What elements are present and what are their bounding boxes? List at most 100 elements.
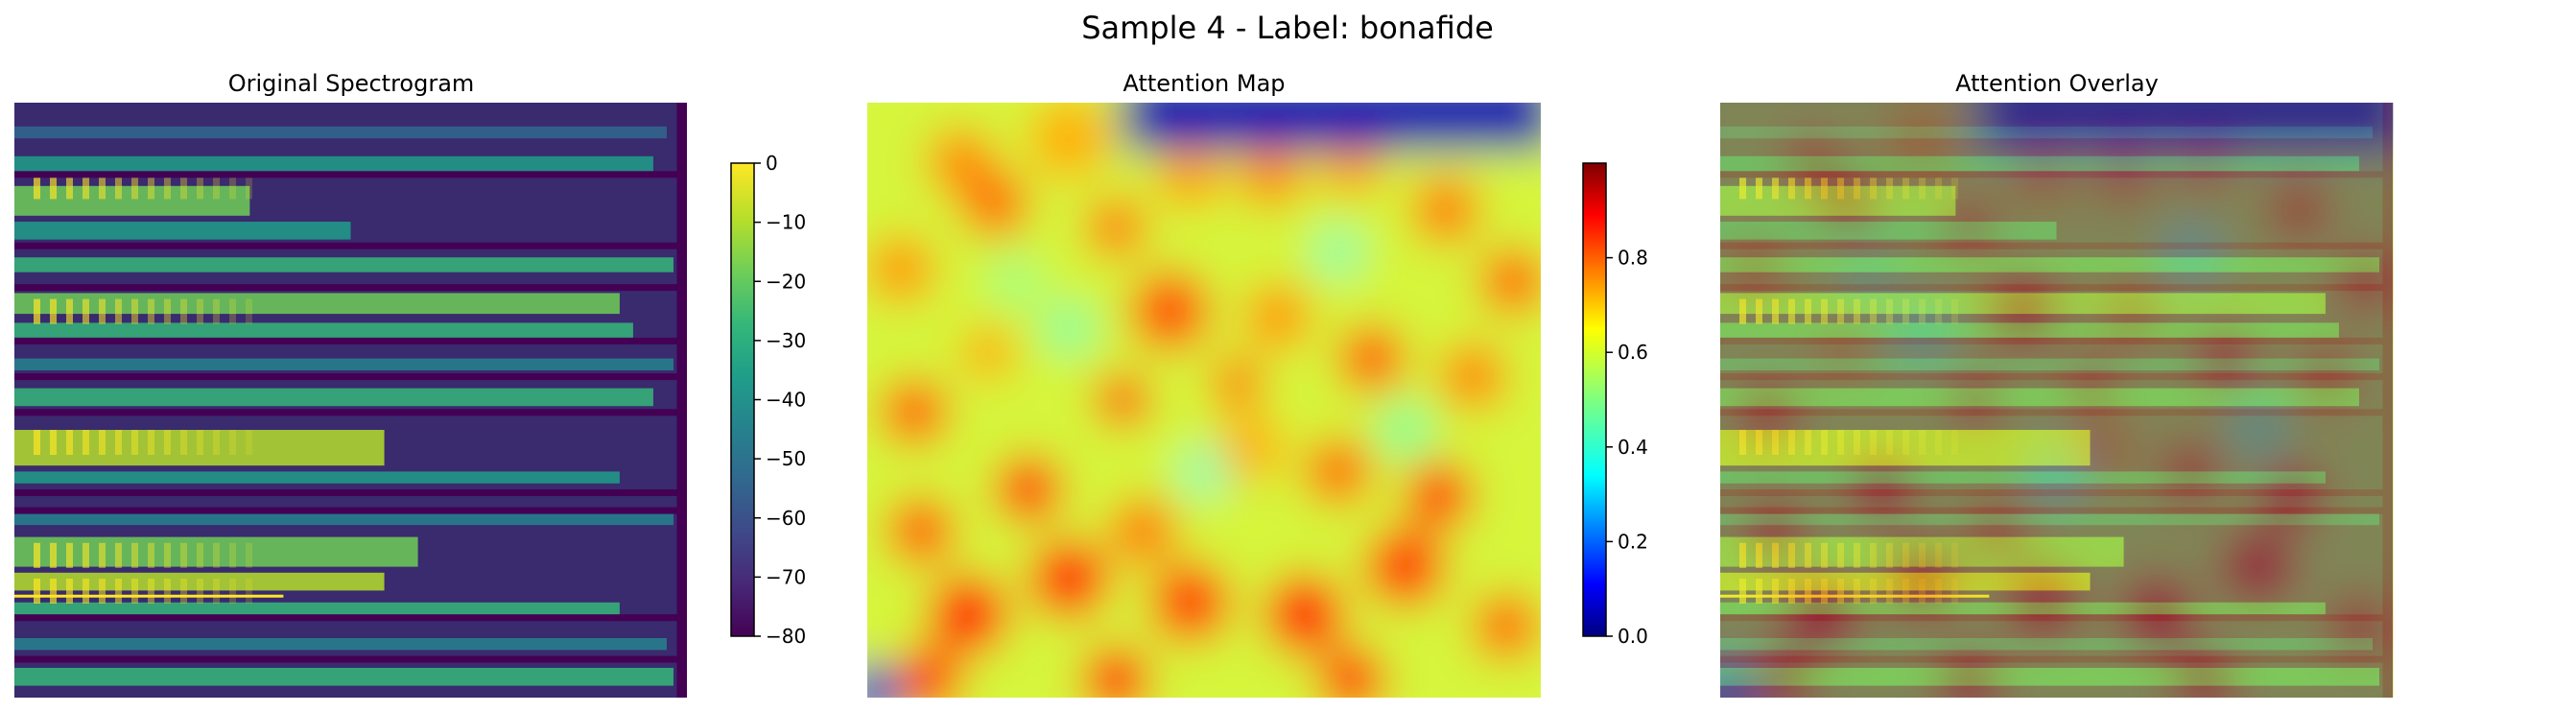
spectrogram-gap <box>14 242 687 249</box>
spectrogram-harmonic <box>131 579 138 604</box>
attention-blob <box>928 574 1009 655</box>
spectrogram-harmonic <box>83 430 89 455</box>
attention-blobs <box>867 103 1541 698</box>
attention-blob <box>988 253 1043 309</box>
spectrogram-harmonic <box>213 174 220 200</box>
spectrogram-title: Original Spectrogram <box>228 70 475 97</box>
attention-blob <box>1085 197 1146 258</box>
attention-blob <box>1841 253 1896 309</box>
spectrogram-gap <box>14 655 687 663</box>
attention-blob <box>1438 343 1506 411</box>
spectrogram-harmonic <box>213 430 220 455</box>
attention-blob <box>1311 224 1365 279</box>
attention-blob <box>867 235 935 303</box>
attention-blob <box>2264 176 2332 244</box>
attention-blob <box>1734 378 1802 446</box>
attention-colorbar-tick-label: 0.2 <box>1618 530 1648 553</box>
spectrogram-harmonic <box>50 174 57 200</box>
spectrogram-band <box>14 430 385 466</box>
spectrogram-harmonic <box>164 174 171 200</box>
attention-blob <box>2190 324 2258 392</box>
attention-blob <box>961 325 1016 380</box>
spectrogram-harmonic <box>115 542 122 568</box>
spectrogram-band <box>14 322 633 338</box>
spectrogram-harmonic <box>131 298 138 324</box>
spectrogram-colorbar: 0 −10 −20 −30 −40 −50 −60 −70 −80 <box>730 152 806 648</box>
attention-blob <box>887 497 956 565</box>
spectrogram-colorbar-gradient <box>730 162 755 637</box>
spectrogram-colorbar-tick-label: 0 <box>766 152 778 175</box>
spectrogram-harmonic <box>66 174 73 200</box>
attention-colorbar-tick-label: 0.8 <box>1618 247 1648 270</box>
attention-blob <box>1028 537 1110 620</box>
spectrogram-harmonic <box>180 174 187 200</box>
spectrogram-gap <box>14 373 687 381</box>
attention-low-spot <box>1720 664 1754 698</box>
attention-blob <box>2009 140 2077 208</box>
spectrogram-band <box>14 536 418 567</box>
attention-blob <box>1378 402 1432 458</box>
attention-map-title: Attention Map <box>1123 70 1285 97</box>
attention-colorbar-tick-label: 0.4 <box>1618 436 1648 459</box>
attention-blob <box>961 170 1029 238</box>
attention-blob <box>1814 170 1882 238</box>
spectrogram-harmonic <box>164 298 171 324</box>
spectrogram-harmonic <box>246 174 252 200</box>
spectrogram-harmonic <box>99 298 106 324</box>
spectrogram-harmonic <box>66 542 73 568</box>
attention-blob <box>1082 646 1150 698</box>
attention-blob <box>1304 438 1372 506</box>
spectrogram-harmonic <box>83 298 89 324</box>
attention-blob <box>2090 140 2158 208</box>
attention-blob <box>1210 355 1264 410</box>
spectrogram-band <box>14 512 674 526</box>
spectrogram-band <box>14 155 653 175</box>
spectrogram-harmonic <box>115 579 122 604</box>
spectrogram-harmonic <box>131 430 138 455</box>
spectrogram-harmonic <box>246 430 252 455</box>
spectrogram-harmonic <box>180 579 187 604</box>
attention-blob <box>2069 414 2138 482</box>
spectrogram-harmonic <box>229 298 236 324</box>
attention-low-spot <box>867 664 901 698</box>
attention-blob <box>1042 301 1097 356</box>
spectrogram-band <box>14 602 620 618</box>
attention-blob <box>1747 646 1815 698</box>
spectrogram-harmonic <box>148 430 154 455</box>
attention-blob <box>1243 283 1312 351</box>
figure-suptitle: Sample 4 - Label: bonafide <box>1081 10 1494 46</box>
spectrogram-band <box>14 471 620 484</box>
attention-blob <box>1364 526 1446 607</box>
spectrogram-harmonic <box>197 174 203 200</box>
attention-overlay-title: Attention Overlay <box>1955 70 2159 97</box>
attention-colorbar-gradient <box>1582 162 1607 637</box>
spectrogram-harmonic <box>83 174 89 200</box>
attention-blob <box>1478 247 1541 316</box>
spectrogram-gap <box>14 507 687 514</box>
attention-blob <box>1881 103 1963 179</box>
attention-blob <box>2029 444 2084 499</box>
spectrogram-harmonic <box>164 430 171 455</box>
spectrogram-harmonic <box>115 174 122 200</box>
spectrogram-harmonic <box>148 298 154 324</box>
spectrogram-harmonic <box>197 430 203 455</box>
spectrogram-harmonic <box>34 298 40 324</box>
spectrogram-harmonic <box>66 298 73 324</box>
spectrogram-harmonic <box>99 174 106 200</box>
spectrogram-harmonic <box>34 542 40 568</box>
attention-blob <box>2331 247 2394 316</box>
spectrogram-harmonic <box>99 430 106 455</box>
overlay-attention-layer <box>1720 103 2394 698</box>
spectrogram-gap <box>14 171 687 178</box>
attention-colorbar: 0.0 0.2 0.4 0.6 0.8 <box>1582 162 1648 648</box>
spectrogram-harmonic <box>66 579 73 604</box>
spectrogram-band <box>14 638 667 651</box>
attention-blob <box>2170 646 2238 698</box>
attention-blob <box>1814 325 1869 380</box>
spectrogram-harmonic <box>148 542 154 568</box>
attention-blob <box>1881 537 1963 620</box>
spectrogram-harmonic <box>180 542 187 568</box>
attention-blob <box>2163 224 2218 279</box>
spectrogram-gap <box>14 337 687 344</box>
